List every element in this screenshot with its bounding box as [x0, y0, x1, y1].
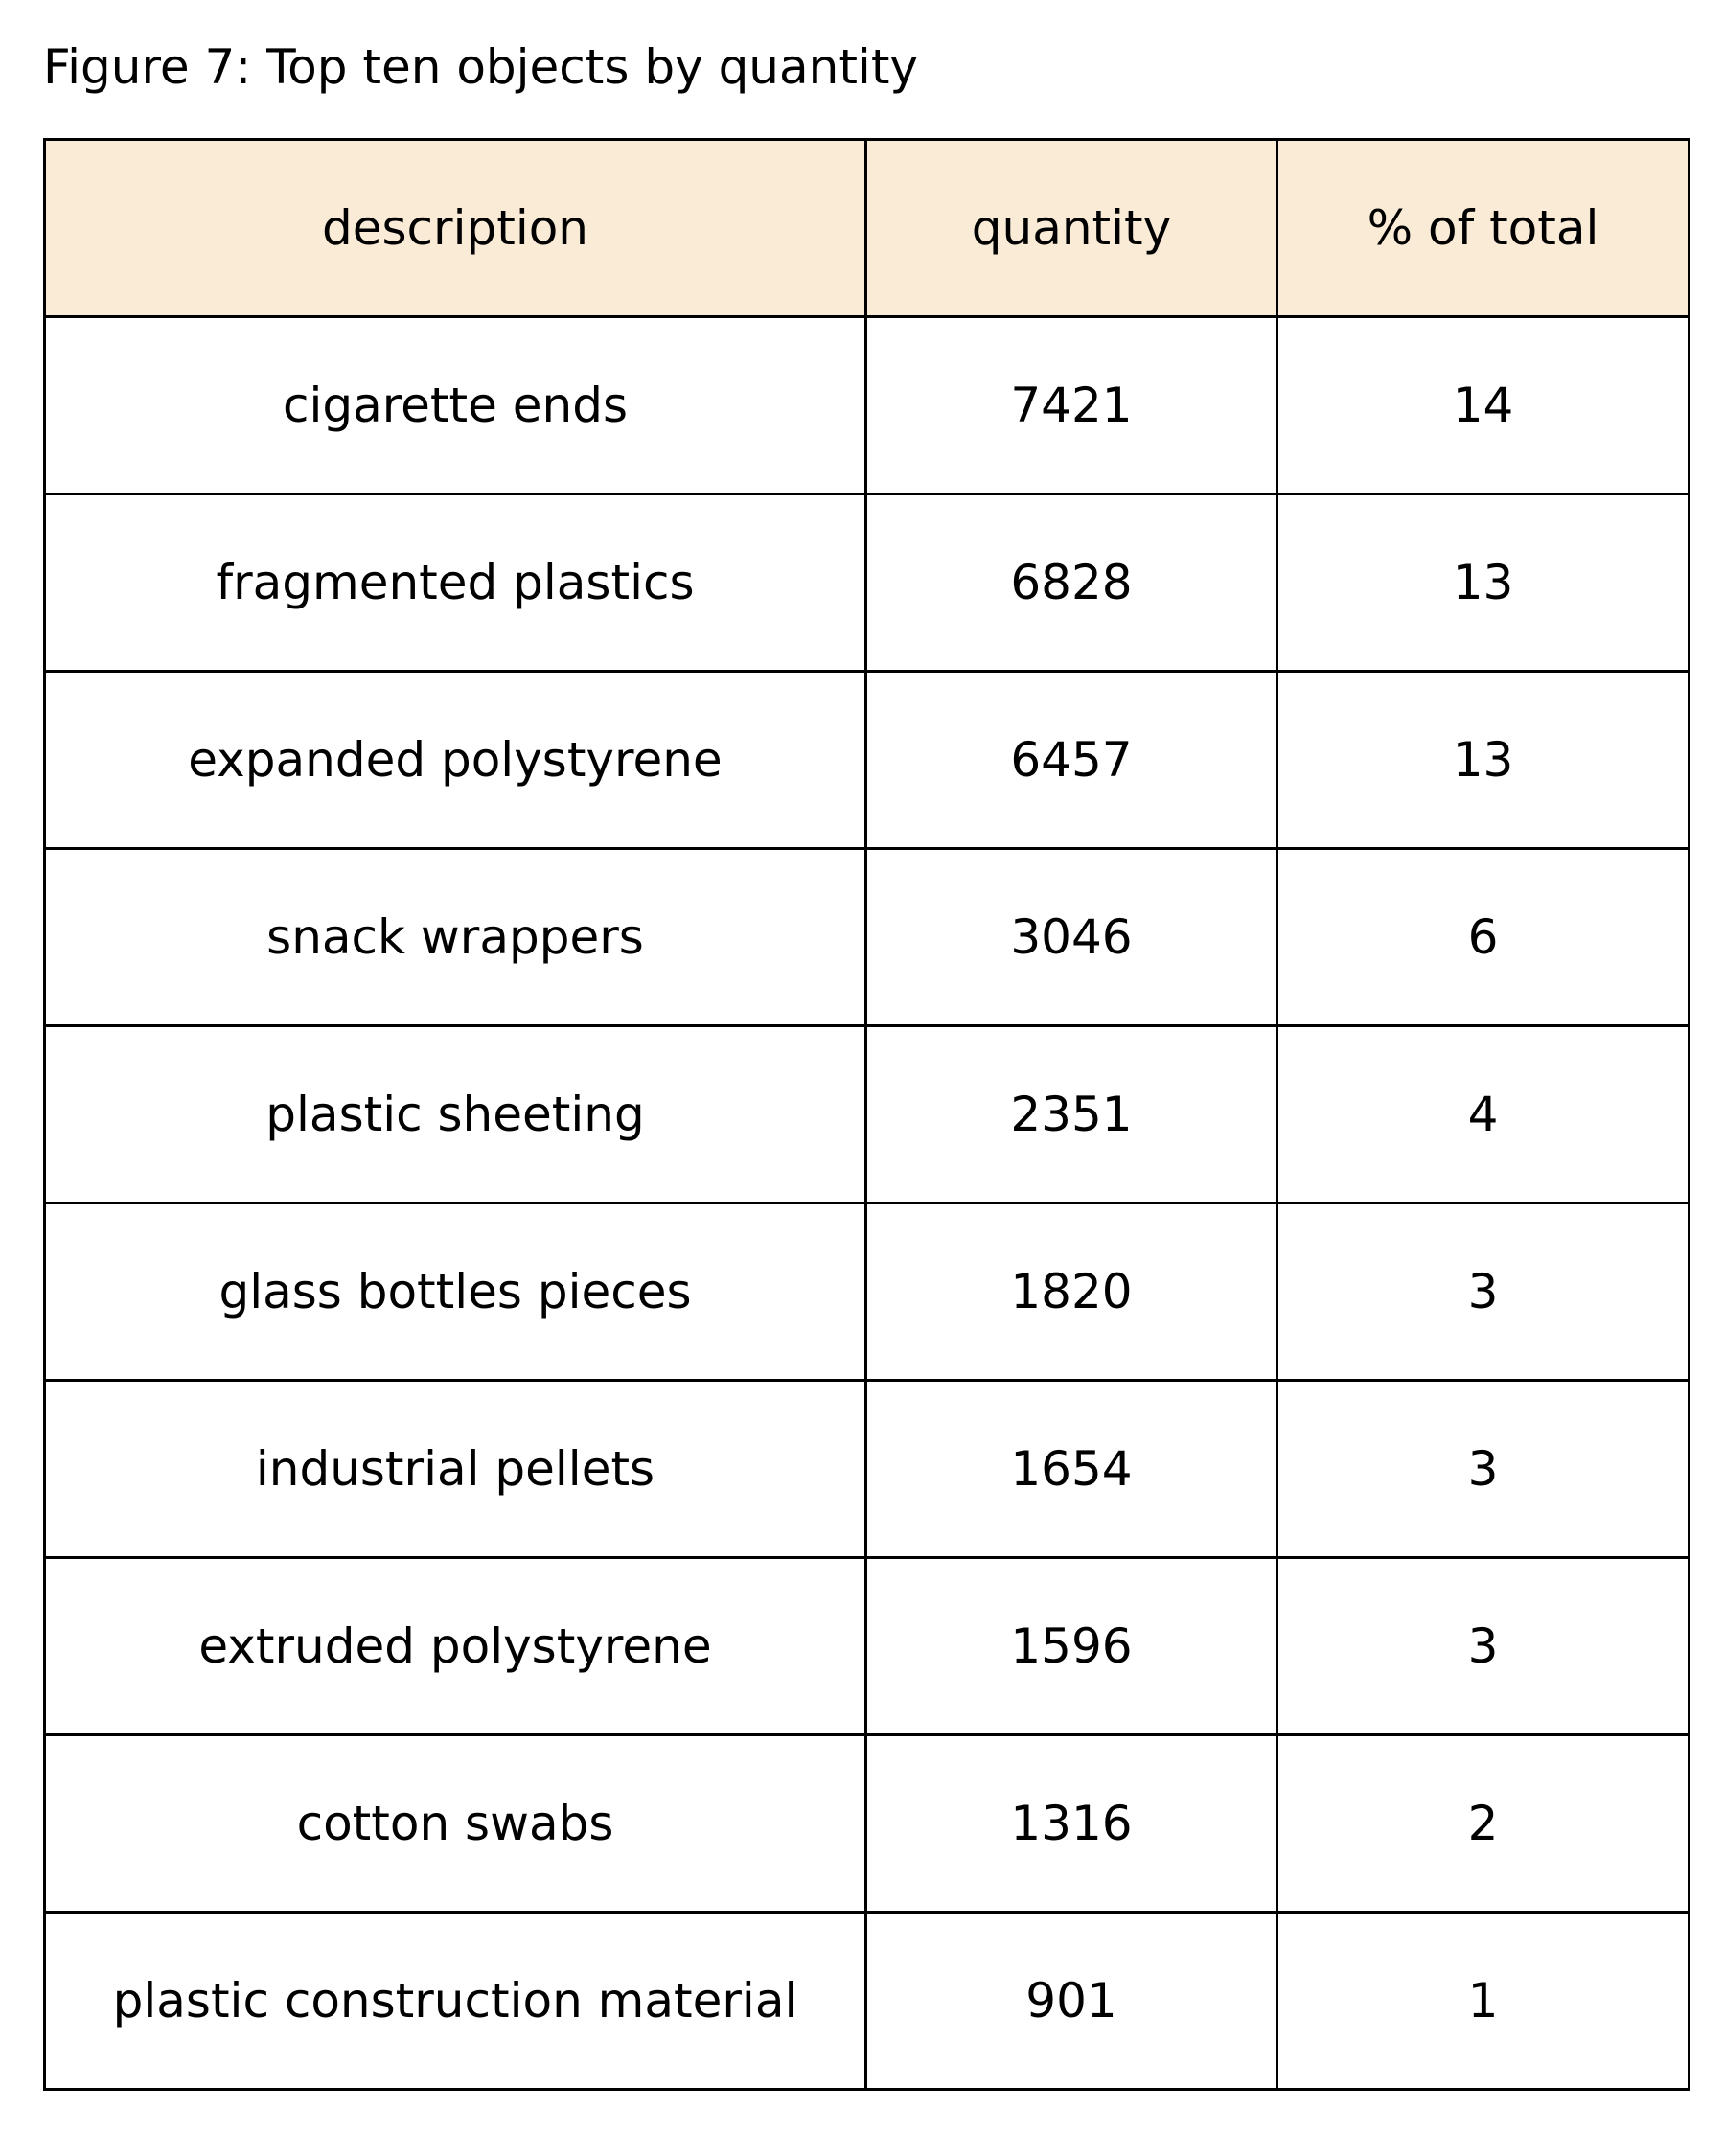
- cell-description: expanded polystyrene: [43, 670, 867, 850]
- table-row: cigarette ends 7421 14: [43, 315, 1690, 495]
- cell-percent: 6: [1276, 847, 1690, 1027]
- cell-quantity: 1316: [864, 1733, 1278, 1914]
- figure-title: Figure 7: Top ten objects by quantity: [43, 39, 919, 95]
- cell-percent: 13: [1276, 493, 1690, 673]
- table-row: glass bottles pieces 1820 3: [43, 1202, 1690, 1382]
- cell-quantity: 3046: [864, 847, 1278, 1027]
- table-row: plastic sheeting 2351 4: [43, 1024, 1690, 1204]
- cell-description: cigarette ends: [43, 315, 867, 495]
- cell-description: fragmented plastics: [43, 493, 867, 673]
- cell-description: industrial pellets: [43, 1379, 867, 1559]
- cell-percent: 2: [1276, 1733, 1690, 1914]
- column-header-description: description: [43, 138, 867, 318]
- table-row: expanded polystyrene 6457 13: [43, 670, 1690, 850]
- table-row: extruded polystyrene 1596 3: [43, 1556, 1690, 1736]
- cell-quantity: 7421: [864, 315, 1278, 495]
- table-header-row: description quantity % of total: [43, 138, 1690, 318]
- cell-percent: 4: [1276, 1024, 1690, 1204]
- cell-percent: 3: [1276, 1556, 1690, 1736]
- cell-percent: 1: [1276, 1911, 1690, 2091]
- cell-percent: 14: [1276, 315, 1690, 495]
- cell-quantity: 6828: [864, 493, 1278, 673]
- cell-quantity: 6457: [864, 670, 1278, 850]
- table-row: snack wrappers 3046 6: [43, 847, 1690, 1027]
- objects-table: description quantity % of total cigarett…: [43, 138, 1690, 2091]
- column-header-percent: % of total: [1276, 138, 1690, 318]
- cell-description: extruded polystyrene: [43, 1556, 867, 1736]
- table-row: plastic construction material 901 1: [43, 1911, 1690, 2091]
- cell-quantity: 2351: [864, 1024, 1278, 1204]
- cell-description: glass bottles pieces: [43, 1202, 867, 1382]
- table-row: fragmented plastics 6828 13: [43, 493, 1690, 673]
- cell-description: snack wrappers: [43, 847, 867, 1027]
- table-row: cotton swabs 1316 2: [43, 1733, 1690, 1914]
- cell-quantity: 1820: [864, 1202, 1278, 1382]
- column-header-quantity: quantity: [864, 138, 1278, 318]
- table-row: industrial pellets 1654 3: [43, 1379, 1690, 1559]
- cell-quantity: 901: [864, 1911, 1278, 2091]
- cell-description: cotton swabs: [43, 1733, 867, 1914]
- cell-percent: 13: [1276, 670, 1690, 850]
- cell-quantity: 1596: [864, 1556, 1278, 1736]
- cell-percent: 3: [1276, 1202, 1690, 1382]
- cell-percent: 3: [1276, 1379, 1690, 1559]
- cell-description: plastic construction material: [43, 1911, 867, 2091]
- cell-description: plastic sheeting: [43, 1024, 867, 1204]
- cell-quantity: 1654: [864, 1379, 1278, 1559]
